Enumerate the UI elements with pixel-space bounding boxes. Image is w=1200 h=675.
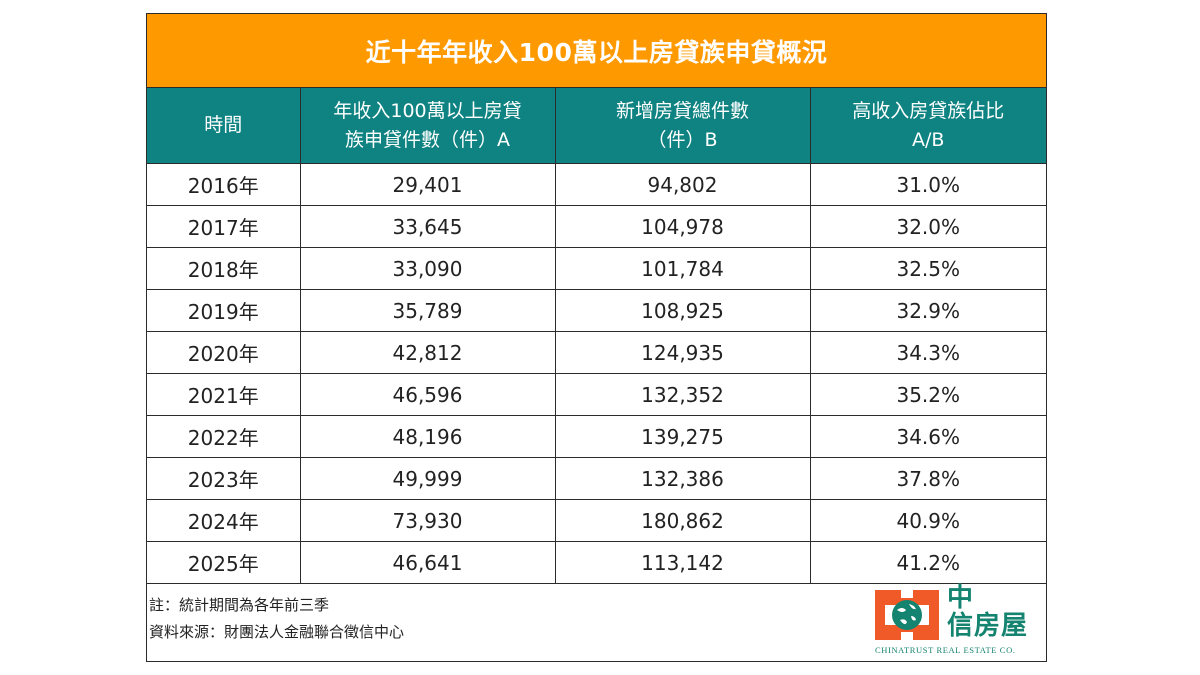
cell-b: 132,386 xyxy=(554,457,811,500)
table-row: 2020年 42,812 124,935 34.3% xyxy=(147,331,1046,374)
cell-year: 2016年 xyxy=(147,163,301,206)
cell-a: 33,645 xyxy=(299,205,556,248)
cell-year: 2017年 xyxy=(147,205,301,248)
footnote-source: 資料來源：財團法人金融聯合徵信中心 xyxy=(149,623,405,641)
cell-b: 113,142 xyxy=(554,541,811,584)
cell-ratio: 35.2% xyxy=(809,373,1046,416)
cell-a: 33,090 xyxy=(299,247,556,290)
table-row: 2022年 48,196 139,275 34.6% xyxy=(147,415,1046,458)
cell-b: 108,925 xyxy=(554,289,811,332)
cell-ratio: 32.0% xyxy=(809,205,1046,248)
cell-b: 124,935 xyxy=(554,331,811,374)
header-total-new-mortgages: 新增房貸總件數 （件）B xyxy=(554,88,811,164)
cell-a: 29,401 xyxy=(299,163,556,206)
cell-a: 48,196 xyxy=(299,415,556,458)
cell-year: 2019年 xyxy=(147,289,301,332)
table-row: 2023年 49,999 132,386 37.8% xyxy=(147,457,1046,500)
cell-year: 2023年 xyxy=(147,457,301,500)
cell-a: 35,789 xyxy=(299,289,556,332)
cell-ratio: 31.0% xyxy=(809,163,1046,206)
cell-year: 2024年 xyxy=(147,499,301,542)
table-row: 2021年 46,596 132,352 35.2% xyxy=(147,373,1046,416)
footnotes: 註：統計期間為各年前三季 資料來源：財團法人金融聯合徵信中心 xyxy=(149,592,404,646)
cell-b: 104,978 xyxy=(554,205,811,248)
cell-b: 180,862 xyxy=(554,499,811,542)
table-row: 2016年 29,401 94,802 31.0% xyxy=(147,163,1046,206)
chinatrust-globe-logo-icon xyxy=(875,590,939,640)
logo-english-name: CHINATRUST REAL ESTATE CO. xyxy=(875,645,1016,655)
cell-ratio: 34.3% xyxy=(809,331,1046,374)
table-row: 2024年 73,930 180,862 40.9% xyxy=(147,499,1046,542)
cell-year: 2018年 xyxy=(147,247,301,290)
cell-b: 94,802 xyxy=(554,163,811,206)
cell-year: 2025年 xyxy=(147,541,301,584)
cell-b: 139,275 xyxy=(554,415,811,458)
logo-text-line2: 信房屋 xyxy=(947,611,1029,641)
cell-ratio: 40.9% xyxy=(809,499,1046,542)
cell-a: 42,812 xyxy=(299,331,556,374)
cell-a: 73,930 xyxy=(299,499,556,542)
cell-year: 2021年 xyxy=(147,373,301,416)
cell-ratio: 32.9% xyxy=(809,289,1046,332)
cell-b: 101,784 xyxy=(554,247,811,290)
cell-ratio: 37.8% xyxy=(809,457,1046,500)
data-table-card: 近十年年收入100萬以上房貸族申貸概況 時間 年收入100萬以上房貸 族申貸件數（… xyxy=(146,13,1047,662)
table-row: 2025年 46,641 113,142 41.2% xyxy=(147,541,1046,584)
table-row: 2019年 35,789 108,925 32.9% xyxy=(147,289,1046,332)
footnote-period: 註：統計期間為各年前三季 xyxy=(149,596,330,614)
cell-a: 46,641 xyxy=(299,541,556,584)
cell-year: 2020年 xyxy=(147,331,301,374)
cell-a: 46,596 xyxy=(299,373,556,416)
header-row: 時間 年收入100萬以上房貸 族申貸件數（件）A 新增房貸總件數 （件）B 高收入房… xyxy=(147,88,1046,164)
header-high-income-ratio: 高收入房貸族佔比 A/B xyxy=(809,88,1046,164)
cell-ratio: 32.5% xyxy=(809,247,1046,290)
chinatrust-logo: 中 信房屋 CHINATRUST REAL ESTATE CO. xyxy=(875,584,1040,656)
cell-a: 49,999 xyxy=(299,457,556,500)
table-row: 2017年 33,645 104,978 32.0% xyxy=(147,205,1046,248)
cell-b: 132,352 xyxy=(554,373,811,416)
cell-ratio: 34.6% xyxy=(809,415,1046,458)
cell-year: 2022年 xyxy=(147,415,301,458)
table-title: 近十年年收入100萬以上房貸族申貸概況 xyxy=(147,14,1046,88)
loan-statistics-table: 時間 年收入100萬以上房貸 族申貸件數（件）A 新增房貸總件數 （件）B 高收入房… xyxy=(147,88,1046,584)
header-high-income-applications: 年收入100萬以上房貸 族申貸件數（件）A xyxy=(299,88,556,164)
logo-text-line1: 中 xyxy=(947,583,974,613)
header-year: 時間 xyxy=(147,88,301,164)
cell-ratio: 41.2% xyxy=(809,541,1046,584)
table-row: 2018年 33,090 101,784 32.5% xyxy=(147,247,1046,290)
